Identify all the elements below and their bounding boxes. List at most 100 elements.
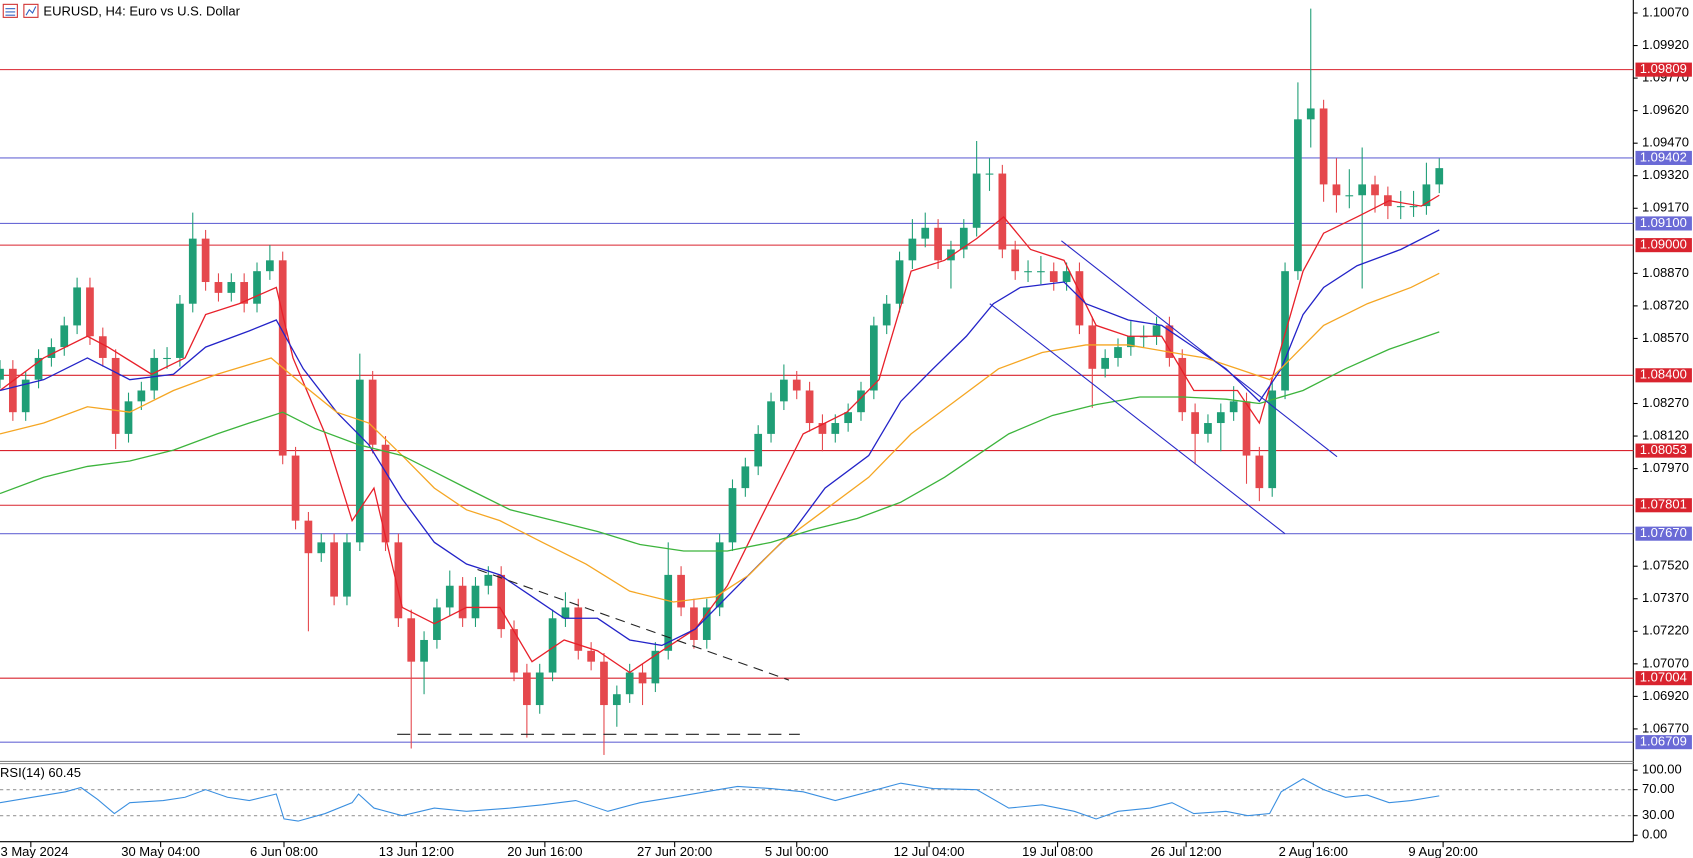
- moving-average: [0, 331, 1440, 552]
- y-tick-label: 1.07370: [1642, 590, 1689, 605]
- price-tag-label: 1.07670: [1640, 525, 1687, 540]
- y-tick-label: 1.09620: [1642, 102, 1689, 117]
- price-tag: [1635, 526, 1692, 541]
- x-tick-label: 5 Jul 00:00: [765, 844, 829, 858]
- chart-title: EURUSD, H4: Euro vs U.S. Dollar: [43, 3, 240, 18]
- candle-body: [214, 282, 223, 293]
- candle-body: [1345, 195, 1354, 197]
- candle-body: [484, 574, 493, 586]
- candle-body: [638, 672, 647, 684]
- candle-body: [1435, 168, 1444, 185]
- candle-body: [240, 282, 249, 304]
- x-tick-label: 13 Jun 12:00: [379, 844, 454, 858]
- candle-body: [1049, 271, 1058, 283]
- candle-body: [1204, 423, 1212, 434]
- candle-body: [111, 357, 120, 434]
- price-tag: [1635, 62, 1692, 77]
- x-tick-label: 27 Jun 20:00: [637, 844, 712, 858]
- candle-body: [767, 401, 775, 434]
- candle-body: [535, 672, 544, 706]
- candle-body: [959, 227, 968, 250]
- candle-body: [1126, 336, 1135, 348]
- icon: [25, 6, 37, 16]
- candle-body: [1114, 347, 1122, 358]
- candle-body: [1178, 357, 1187, 413]
- y-tick-label: 1.08120: [1642, 427, 1689, 442]
- candle-body: [60, 325, 69, 348]
- candle-body: [548, 618, 557, 673]
- price-tag-label: 1.08053: [1640, 442, 1687, 457]
- candle-body: [176, 303, 184, 358]
- candle-body: [1037, 271, 1045, 273]
- candle-body: [690, 607, 698, 640]
- candle-body: [908, 238, 917, 261]
- candle-body: [266, 260, 274, 272]
- candle-body: [291, 455, 300, 521]
- x-tick-label: 12 Jul 04:00: [894, 844, 965, 858]
- candle-body: [124, 401, 133, 434]
- header-icons: [2, 3, 39, 18]
- channel-line: [1061, 240, 1338, 458]
- y-tick-label: 1.08720: [1642, 297, 1689, 312]
- price-tag-label: 1.09100: [1640, 215, 1687, 230]
- candle-body: [47, 347, 56, 358]
- candle-body: [587, 650, 595, 662]
- candle-body: [715, 542, 724, 608]
- y-tick-label: 1.09920: [1642, 37, 1689, 52]
- y-tick-label: 0.00: [1642, 827, 1667, 842]
- y-tick-label: 1.08870: [1642, 265, 1689, 280]
- candle-body: [805, 390, 814, 424]
- candle-body: [21, 379, 30, 413]
- candle-body: [86, 287, 94, 337]
- y-tick-label: 30.00: [1642, 807, 1675, 822]
- candle-body: [381, 444, 390, 543]
- y-tick-label: 1.08270: [1642, 395, 1689, 410]
- x-tick-label: 9 Aug 20:00: [1408, 844, 1477, 858]
- price-tag: [1635, 216, 1692, 231]
- candle-body: [1332, 184, 1341, 196]
- candle-body: [253, 271, 261, 304]
- y-tick-label: 1.09170: [1642, 200, 1689, 215]
- candle-body: [1281, 271, 1289, 391]
- candle-body: [34, 357, 43, 380]
- rsi-line: [0, 778, 1440, 822]
- x-tick-label: 20 Jun 16:00: [507, 844, 582, 858]
- candle-body: [1088, 325, 1097, 369]
- candle-body: [1319, 108, 1328, 185]
- candle-body: [792, 379, 801, 391]
- candle-body: [497, 574, 506, 630]
- candle-body: [844, 412, 852, 424]
- candle-body: [612, 694, 621, 706]
- candle-body: [188, 238, 197, 304]
- candle-body: [600, 661, 608, 706]
- x-tick-label: 23 May 2024: [0, 844, 68, 858]
- candle-body: [1062, 271, 1071, 283]
- y-tick-label: 100.00: [1642, 762, 1682, 777]
- y-tick-label: 1.10070: [1642, 4, 1689, 19]
- icon: [2, 3, 18, 18]
- candle-body: [741, 466, 750, 489]
- candle-body: [869, 325, 878, 391]
- candle-body: [1268, 390, 1277, 489]
- candle-body: [1358, 184, 1367, 196]
- candle-body: [523, 672, 531, 706]
- candle-body: [1191, 412, 1199, 434]
- candle-body: [882, 303, 891, 326]
- moving-average: [0, 272, 1440, 603]
- candle-body: [1294, 119, 1302, 272]
- candle-body: [651, 650, 660, 684]
- y-tick-label: 1.07970: [1642, 460, 1689, 475]
- candle-body: [1024, 271, 1032, 273]
- candle-body: [1306, 108, 1315, 120]
- candle-body: [1242, 401, 1251, 456]
- price-tag: [1635, 238, 1692, 253]
- candle-body: [677, 574, 685, 608]
- candle-body: [1255, 455, 1264, 489]
- candle-body: [998, 173, 1007, 250]
- candle-body: [754, 433, 763, 467]
- candle-body: [574, 607, 583, 651]
- plot-area: 1.100701.099201.097701.096201.094701.093…: [0, 4, 1689, 858]
- candle-body: [1396, 206, 1405, 208]
